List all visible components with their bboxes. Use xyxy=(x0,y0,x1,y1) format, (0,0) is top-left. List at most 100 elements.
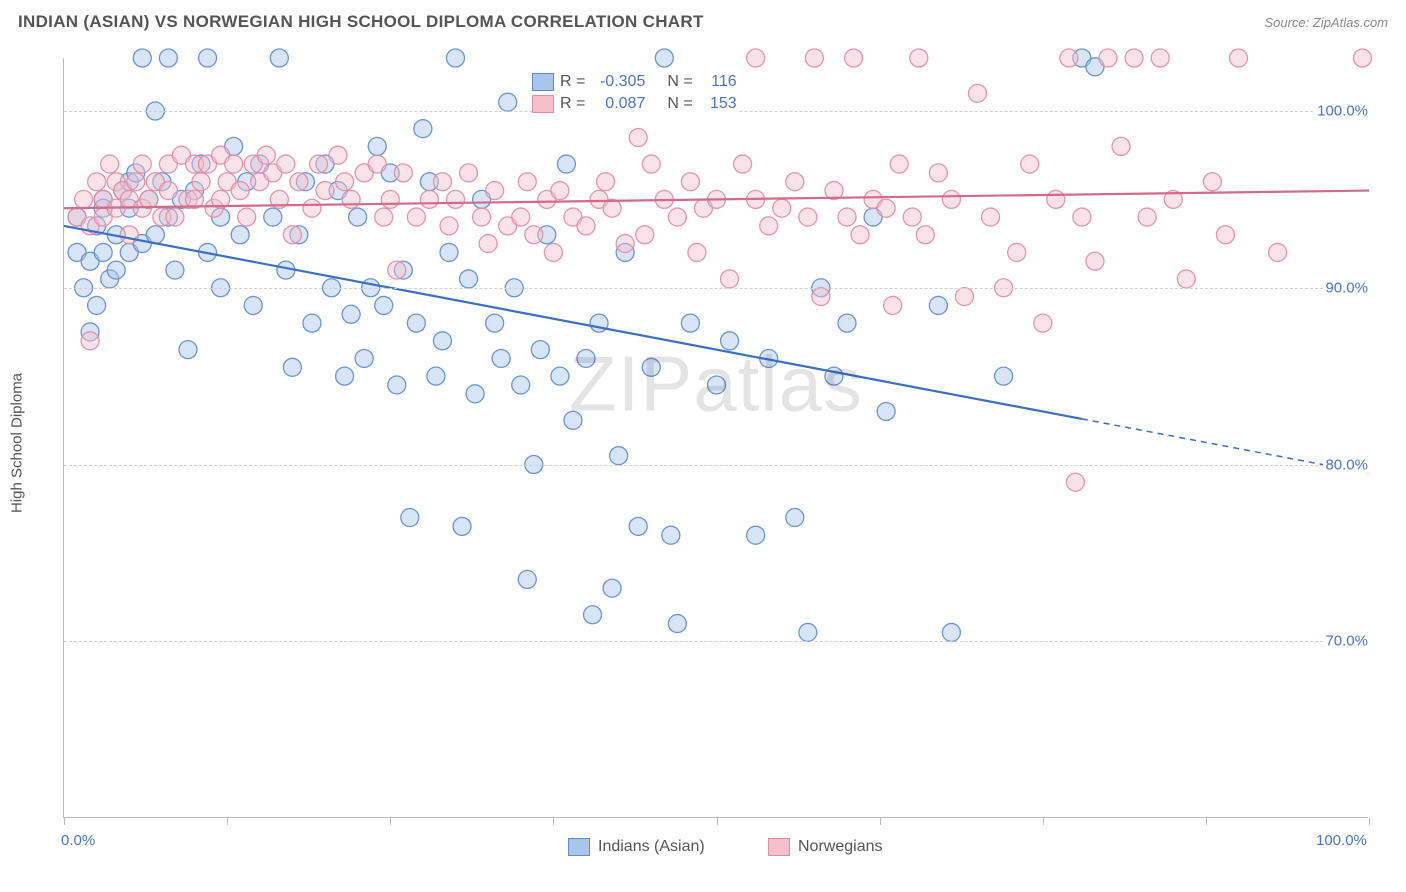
scatter-point xyxy=(531,341,549,359)
scatter-point xyxy=(916,226,934,244)
x-tick xyxy=(717,817,718,825)
scatter-point xyxy=(225,155,243,173)
scatter-point xyxy=(564,411,582,429)
scatter-point xyxy=(133,49,151,67)
scatter-point xyxy=(1151,49,1169,67)
legend-swatch-indians-icon xyxy=(532,73,554,91)
scatter-point xyxy=(760,217,778,235)
y-tick-label: 80.0% xyxy=(1323,456,1370,473)
scatter-point xyxy=(368,137,386,155)
y-tick-label: 90.0% xyxy=(1323,279,1370,296)
scatter-point xyxy=(388,261,406,279)
scatter-point xyxy=(629,517,647,535)
bottom-legend-a-label: Indians (Asian) xyxy=(598,838,705,856)
scatter-point xyxy=(486,182,504,200)
chart-title: INDIAN (ASIAN) VS NORWEGIAN HIGH SCHOOL … xyxy=(18,12,704,32)
scatter-point xyxy=(342,305,360,323)
scatter-point xyxy=(1230,49,1248,67)
scatter-point xyxy=(159,49,177,67)
scatter-point xyxy=(877,199,895,217)
scatter-point xyxy=(75,190,93,208)
scatter-point xyxy=(845,49,863,67)
scatter-point xyxy=(101,155,119,173)
scatter-point xyxy=(668,208,686,226)
scatter-point xyxy=(381,190,399,208)
bottom-swatch-indians-icon xyxy=(568,838,590,856)
scatter-point xyxy=(88,173,106,191)
scatter-point xyxy=(290,173,308,191)
x-tick xyxy=(553,817,554,825)
scatter-point xyxy=(577,217,595,235)
scatter-point xyxy=(851,226,869,244)
scatter-point xyxy=(929,164,947,182)
scatter-point xyxy=(355,349,373,367)
scatter-point xyxy=(303,199,321,217)
x-tick xyxy=(1206,817,1207,825)
scatter-point xyxy=(375,296,393,314)
scatter-point xyxy=(140,190,158,208)
scatter-point xyxy=(192,173,210,191)
scatter-point xyxy=(636,226,654,244)
scatter-point xyxy=(244,296,262,314)
scatter-point xyxy=(342,190,360,208)
scatter-point xyxy=(133,155,151,173)
scatter-point xyxy=(721,332,739,350)
scatter-point xyxy=(629,129,647,147)
scatter-point xyxy=(610,447,628,465)
bottom-legend-indians: Indians (Asian) xyxy=(568,838,705,856)
scatter-point xyxy=(238,208,256,226)
scatter-point xyxy=(166,261,184,279)
scatter-point xyxy=(786,509,804,527)
scatter-point xyxy=(309,155,327,173)
scatter-point xyxy=(982,208,1000,226)
scatter-point xyxy=(518,570,536,588)
x-tick xyxy=(1369,817,1370,825)
scatter-point xyxy=(492,349,510,367)
scatter-point xyxy=(838,208,856,226)
scatter-point xyxy=(486,314,504,332)
legend-n-value-a: 116 xyxy=(699,71,737,93)
scatter-point xyxy=(199,49,217,67)
scatter-point xyxy=(479,235,497,253)
y-axis-title: High School Diploma xyxy=(9,373,26,513)
scatter-point xyxy=(668,615,686,633)
scatter-point xyxy=(303,314,321,332)
scatter-point xyxy=(1269,243,1287,261)
scatter-point xyxy=(942,190,960,208)
scatter-point xyxy=(349,208,367,226)
scatter-point xyxy=(433,332,451,350)
scatter-point xyxy=(812,288,830,306)
scatter-point xyxy=(94,243,112,261)
scatter-point xyxy=(433,173,451,191)
scatter-point xyxy=(1112,137,1130,155)
scatter-point xyxy=(747,526,765,544)
scatter-point xyxy=(1099,49,1117,67)
scatter-point xyxy=(1086,252,1104,270)
scatter-point xyxy=(786,173,804,191)
x-tick xyxy=(64,817,65,825)
bottom-legend-b-label: Norwegians xyxy=(798,838,882,856)
scatter-point xyxy=(447,190,465,208)
scatter-point xyxy=(642,358,660,376)
legend-n-label: N = xyxy=(667,71,692,93)
scatter-point xyxy=(616,235,634,253)
scatter-point xyxy=(1125,49,1143,67)
x-tick xyxy=(227,817,228,825)
scatter-point xyxy=(662,526,680,544)
scatter-point xyxy=(681,173,699,191)
scatter-point xyxy=(316,182,334,200)
legend-row-b: R = 0.087 N = 153 xyxy=(532,93,737,115)
legend-r-value-a: -0.305 xyxy=(591,71,645,93)
scatter-point xyxy=(655,49,673,67)
scatter-point xyxy=(603,579,621,597)
scatter-point xyxy=(597,173,615,191)
x-tick xyxy=(390,817,391,825)
scatter-point xyxy=(884,296,902,314)
scatter-point xyxy=(120,226,138,244)
scatter-point xyxy=(427,367,445,385)
scatter-point xyxy=(584,606,602,624)
bottom-swatch-norwegians-icon xyxy=(768,838,790,856)
x-tick-label-right: 100.0% xyxy=(1316,832,1367,849)
scatter-point xyxy=(688,243,706,261)
y-tick-label: 70.0% xyxy=(1323,633,1370,650)
